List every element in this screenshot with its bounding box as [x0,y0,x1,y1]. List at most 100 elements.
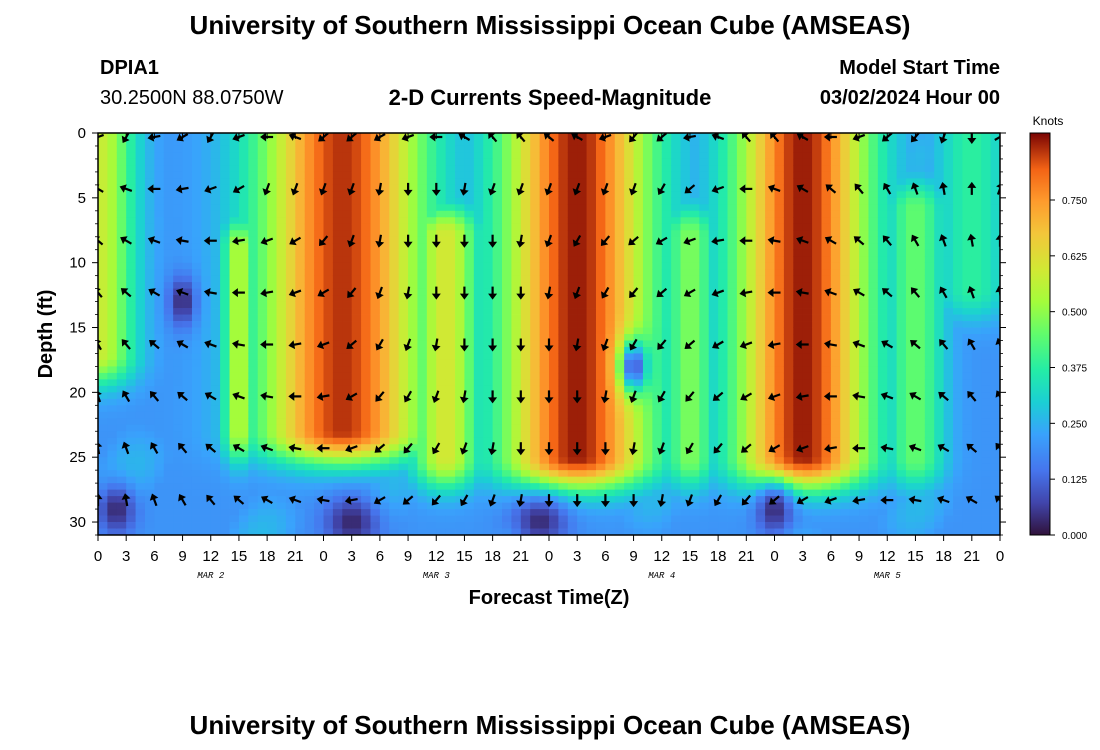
heatmap-cell [408,243,418,251]
heatmap-cell [802,509,813,516]
heatmap-cell [708,243,719,251]
heatmap-cell [492,470,503,478]
heatmap-cell [567,178,578,186]
heatmap-cell [370,210,381,218]
heatmap-cell [361,256,371,264]
heatmap-cell [633,230,644,238]
heatmap-cell [727,204,738,212]
heatmap-cell [680,210,691,218]
heatmap-cell [191,483,202,491]
heatmap-cell [379,262,390,270]
heatmap-cell [267,217,277,225]
heatmap-cell [135,327,146,335]
heatmap-cell [248,334,259,341]
heatmap-cell [595,288,606,296]
heatmap-cell [379,152,390,160]
heatmap-cell [464,463,475,471]
heatmap-cell [502,411,512,419]
heatmap-cell [736,489,747,497]
heatmap-cell [849,165,860,173]
heatmap-cell [389,269,400,277]
heatmap-cell [107,334,118,341]
heatmap-cell [502,262,512,270]
heatmap-cell [295,431,306,439]
heatmap-cell [849,282,860,290]
heatmap-cell [830,243,841,251]
heatmap-cell [661,411,672,419]
heatmap-cell [342,528,353,535]
heatmap-cell [276,288,287,296]
heatmap-cell [98,502,108,510]
heatmap-cell [586,372,597,380]
heatmap-cell [464,243,475,251]
heatmap-cell [577,424,587,432]
heatmap-cell [257,327,268,335]
heatmap-cell [624,392,634,400]
heatmap-cell [708,515,719,523]
heatmap-cell [558,295,569,302]
heatmap-cell [116,308,127,315]
heatmap-cell [821,197,832,205]
heatmap-cell [276,191,287,199]
heatmap-cell [774,450,785,458]
heatmap-cell [520,457,531,465]
heatmap-cell [746,398,757,406]
heatmap-cell [793,158,804,166]
heatmap-cell [821,418,832,426]
heatmap-cell [379,236,390,244]
heatmap-cell [624,295,634,302]
heatmap-cell [445,405,456,413]
heatmap-cell [774,457,785,465]
heatmap-cell [755,372,766,380]
heatmap-cell [595,496,606,503]
heatmap-cell [567,496,578,503]
heatmap-cell [727,515,738,523]
heatmap-cell [840,282,851,290]
heatmap-cell [408,217,418,225]
heatmap-cell [389,282,400,290]
heatmap-cell [248,398,259,406]
heatmap-cell [323,152,334,160]
heatmap-cell [614,321,625,328]
heatmap-cell [464,145,475,153]
heatmap-cell [624,178,634,186]
heatmap-cell [351,139,362,147]
heatmap-cell [727,171,738,179]
heatmap-cell [163,366,174,374]
heatmap-cell [821,366,832,374]
heatmap-cell [210,463,221,471]
heatmap-cell [107,295,118,302]
heatmap-cell [642,197,653,205]
heatmap-cell [802,321,813,328]
heatmap-cell [765,217,775,225]
heatmap-cell [257,139,268,147]
heatmap-cell [154,405,165,413]
heatmap-cell [426,314,437,322]
heatmap-cell [398,334,409,341]
heatmap-cell [755,184,766,192]
heatmap-cell [511,165,522,173]
heatmap-cell [661,133,672,140]
heatmap-cell [445,308,456,315]
heatmap-cell [370,178,381,186]
heatmap-cell [605,392,616,400]
heatmap-cell [201,437,212,445]
heatmap-cell [661,269,672,277]
heatmap-cell [126,392,136,400]
heatmap-cell [840,275,851,283]
heatmap-cell [173,476,183,484]
heatmap-cell [530,243,541,251]
heatmap-cell [483,230,494,238]
heatmap-cell [652,262,663,270]
heatmap-cell [708,275,719,283]
heatmap-cell [135,249,146,257]
heatmap-cell [257,476,268,484]
heatmap-cell [727,444,738,452]
heatmap-cell [126,437,136,445]
heatmap-cell [624,243,634,251]
heatmap-cell [746,372,757,380]
heatmap-cell [783,515,794,523]
heatmap-cell [351,165,362,173]
heatmap-cell [351,366,362,374]
heatmap-cell [765,249,775,257]
